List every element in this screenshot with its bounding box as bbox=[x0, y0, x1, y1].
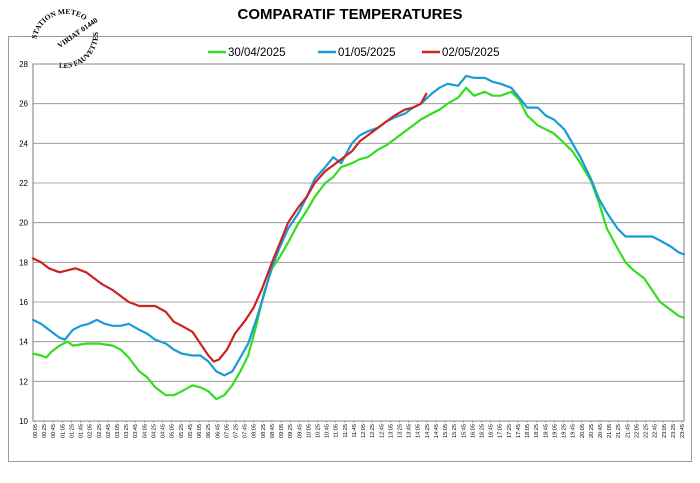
x-tick-label: 00:05 bbox=[33, 424, 39, 438]
y-tick-label: 12 bbox=[19, 377, 28, 386]
x-tick-label: 18:45 bbox=[543, 424, 549, 438]
x-tick-label: 20:45 bbox=[598, 424, 604, 438]
y-tick-label: 28 bbox=[19, 60, 28, 69]
x-tick-label: 02:25 bbox=[97, 424, 103, 438]
x-tick-label: 10:05 bbox=[306, 424, 312, 438]
x-tick-label: 07:45 bbox=[243, 424, 249, 438]
x-tick-label: 09:05 bbox=[279, 424, 285, 438]
x-tick-label: 08:25 bbox=[261, 424, 267, 438]
x-tick-label: 23:25 bbox=[671, 424, 677, 438]
series-line-3 bbox=[31, 92, 428, 363]
x-tick-label: 18:25 bbox=[534, 424, 540, 438]
legend-label: 01/05/2025 bbox=[338, 47, 396, 59]
x-tick-label: 10:25 bbox=[315, 424, 321, 438]
x-tick-label: 11:45 bbox=[352, 424, 358, 438]
x-tick-label: 08:45 bbox=[270, 424, 276, 438]
chart-frame bbox=[8, 36, 692, 462]
y-axis: 10 12 14 16 18 20 22 24 26 28 bbox=[19, 60, 28, 426]
x-tick-label: 12:45 bbox=[379, 424, 385, 438]
y-tick-label: 20 bbox=[19, 219, 28, 228]
x-tick-label: 17:45 bbox=[516, 424, 522, 438]
x-tick-label: 04:05 bbox=[142, 424, 148, 438]
x-tick-label: 04:25 bbox=[151, 424, 157, 438]
series-line-1 bbox=[31, 86, 686, 401]
x-tick-label: 21:45 bbox=[625, 424, 631, 438]
x-tick-label: 15:45 bbox=[461, 424, 467, 438]
x-tick-label: 06:45 bbox=[215, 424, 221, 438]
x-tick-label: 10:45 bbox=[325, 424, 331, 438]
y-tick-label: 16 bbox=[19, 298, 28, 307]
x-tick-label: 12:25 bbox=[370, 424, 376, 438]
x-tick-label: 23:45 bbox=[680, 424, 686, 438]
x-tick-label: 14:25 bbox=[425, 424, 431, 438]
x-tick-label: 03:45 bbox=[133, 424, 139, 438]
x-tick-label: 14:05 bbox=[416, 424, 422, 438]
x-tick-label: 19:25 bbox=[562, 424, 568, 438]
x-tick-label: 01:05 bbox=[60, 424, 66, 438]
x-tick-label: 19:45 bbox=[571, 424, 577, 438]
x-tick-label: 08:05 bbox=[252, 424, 258, 438]
x-tick-label: 21:25 bbox=[616, 424, 622, 438]
x-tick-label: 06:05 bbox=[197, 424, 203, 438]
x-tick-label: 21:05 bbox=[607, 424, 613, 438]
chart-grid bbox=[32, 63, 685, 422]
x-tick-label: 22:45 bbox=[653, 424, 659, 438]
x-tick-label: 20:25 bbox=[589, 424, 595, 438]
x-tick-label: 02:45 bbox=[106, 424, 112, 438]
x-tick-label: 16:05 bbox=[470, 424, 476, 438]
x-tick-label: 22:25 bbox=[644, 424, 650, 438]
chart-title: COMPARATIF TEMPERATURES bbox=[238, 6, 463, 23]
station-logo: STATION METEO VIRIAT 01440 LES FAUVETTES bbox=[29, 7, 100, 70]
x-tick-label: 00:45 bbox=[51, 424, 57, 438]
x-tick-label: 03:05 bbox=[115, 424, 121, 438]
x-tick-label: 23:05 bbox=[662, 424, 668, 438]
x-tick-label: 19:05 bbox=[552, 424, 558, 438]
y-tick-label: 24 bbox=[19, 139, 28, 148]
x-tick-label: 13:45 bbox=[407, 424, 413, 438]
x-tick-label: 04:45 bbox=[161, 424, 167, 438]
x-tick-label: 07:05 bbox=[224, 424, 230, 438]
y-tick-label: 14 bbox=[19, 338, 28, 347]
x-tick-label: 16:45 bbox=[489, 424, 495, 438]
x-tick-label: 11:05 bbox=[334, 424, 340, 438]
x-tick-label: 05:05 bbox=[170, 424, 176, 438]
x-tick-label: 17:25 bbox=[507, 424, 513, 438]
x-tick-label: 09:25 bbox=[288, 424, 294, 438]
x-tick-label: 05:45 bbox=[188, 424, 194, 438]
x-tick-label: 03:25 bbox=[124, 424, 130, 438]
x-tick-label: 09:45 bbox=[297, 424, 303, 438]
x-tick-label: 12:05 bbox=[361, 424, 367, 438]
y-tick-label: 22 bbox=[19, 179, 28, 188]
x-tick-label: 22:05 bbox=[634, 424, 640, 438]
chart-legend: 30/04/2025 01/05/2025 02/05/2025 bbox=[208, 47, 500, 59]
x-tick-label: 07:25 bbox=[233, 424, 239, 438]
y-tick-label: 26 bbox=[19, 100, 28, 109]
x-tick-label: 20:05 bbox=[580, 424, 586, 438]
x-tick-label: 06:25 bbox=[206, 424, 212, 438]
legend-label: 30/04/2025 bbox=[228, 47, 286, 59]
y-tick-label: 18 bbox=[19, 258, 28, 267]
y-tick-label: 10 bbox=[19, 417, 28, 426]
x-tick-label: 00:25 bbox=[42, 424, 48, 438]
x-tick-label: 01:45 bbox=[79, 424, 85, 438]
x-tick-label: 13:05 bbox=[388, 424, 394, 438]
x-tick-label: 17:05 bbox=[498, 424, 504, 438]
x-axis: 00:05 00:25 00:45 01:05 01:25 01:45 02:05 02:25… bbox=[33, 421, 686, 438]
plot-area-border bbox=[32, 63, 685, 422]
legend-label: 02/05/2025 bbox=[442, 47, 500, 59]
data-series bbox=[31, 74, 686, 401]
series-line-2 bbox=[31, 74, 686, 377]
x-tick-label: 02:05 bbox=[88, 424, 94, 438]
x-tick-label: 05:25 bbox=[179, 424, 185, 438]
x-tick-label: 18:05 bbox=[525, 424, 531, 438]
x-tick-label: 16:25 bbox=[480, 424, 486, 438]
x-tick-label: 13:25 bbox=[398, 424, 404, 438]
x-tick-label: 15:05 bbox=[443, 424, 449, 438]
x-tick-label: 15:25 bbox=[452, 424, 458, 438]
x-tick-label: 11:25 bbox=[343, 424, 349, 438]
x-tick-label: 14:45 bbox=[434, 424, 440, 438]
x-tick-label: 01:25 bbox=[69, 424, 75, 438]
